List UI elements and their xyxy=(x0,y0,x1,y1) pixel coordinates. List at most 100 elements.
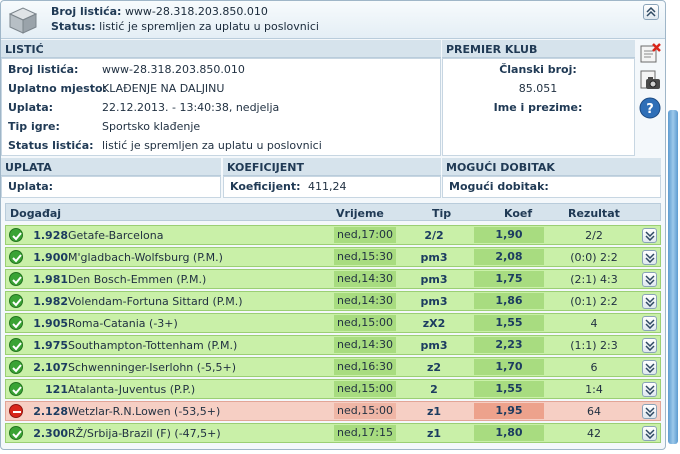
listic-title: LISTIĆ xyxy=(1,40,441,58)
event-result: (0:0) 2:2 xyxy=(570,251,618,264)
event-code: 2.300 xyxy=(33,427,68,440)
listic-label: Status listića: xyxy=(8,139,94,152)
event-time: ned,14:30 xyxy=(334,293,396,309)
dobitak-box: Mogući dobitak: xyxy=(442,176,661,198)
event-row[interactable]: 1.900 M'gladbach-Wolfsburg (P.M.) ned,15:3… xyxy=(5,247,661,267)
event-name: Volendam-Fortuna Sittard (P.M.) xyxy=(68,295,243,308)
header-ticket-value: www-28.318.203.850.010 xyxy=(124,5,268,18)
event-row[interactable]: 2.300 RŽ/Srbija-Brazil (F) (-47,5+) ned,17… xyxy=(5,423,661,443)
header-status-label: Status: xyxy=(51,20,96,33)
event-row[interactable]: 2.128 Wetzlar-R.N.Lowen (-53,5+) ned,15:00… xyxy=(5,401,661,421)
listic-label: Tip igre: xyxy=(8,120,60,133)
event-result: 6 xyxy=(590,361,598,374)
listic-value: KLAĐENJE NA DALJINU xyxy=(102,82,225,95)
event-row[interactable]: 1.905 Roma-Catania (-3+) ned,15:00 zX2 1,55 4 xyxy=(5,313,661,333)
event-name: Roma-Catania (-3+) xyxy=(68,317,178,330)
expand-row-button[interactable] xyxy=(642,360,657,375)
event-tip: pm3 xyxy=(420,273,448,286)
uplata-title: UPLATA xyxy=(1,158,221,176)
event-tip: 2 xyxy=(430,383,438,396)
won-status-icon xyxy=(9,316,23,330)
event-code: 2.107 xyxy=(33,361,68,374)
svg-text:?: ? xyxy=(646,102,654,117)
event-time: ned,17:15 xyxy=(334,425,396,441)
won-status-icon xyxy=(9,250,23,264)
listic-value: www-28.318.203.850.010 xyxy=(102,63,245,76)
delete-ticket-icon[interactable] xyxy=(639,43,661,65)
event-koef: 1,55 xyxy=(474,315,544,331)
event-row[interactable]: 1.981 Den Bosch-Emmen (P.M.) ned,14:30 pm3 1… xyxy=(5,269,661,289)
event-koef: 2,08 xyxy=(474,249,544,265)
event-name: M'gladbach-Wolfsburg (P.M.) xyxy=(68,251,223,264)
header-ticket-line: Broj listića: www-28.318.203.850.010 xyxy=(51,5,268,18)
event-row[interactable]: 1.975 Southampton-Tottenham (P.M.) ned,14:… xyxy=(5,335,661,355)
won-status-icon xyxy=(9,338,23,352)
double-chevron-down-icon xyxy=(645,253,655,263)
event-koef: 1,86 xyxy=(474,293,544,309)
won-status-icon xyxy=(9,360,23,374)
expand-row-button[interactable] xyxy=(642,228,657,243)
event-tip: z1 xyxy=(426,405,442,418)
ticket-header: Broj listića: www-28.318.203.850.010 Sta… xyxy=(1,1,665,39)
dobitak-label: Mogući dobitak: xyxy=(449,180,549,193)
listic-label: Uplatno mjesto: xyxy=(8,82,107,95)
listic-value: 22.12.2013. - 13:40:38, nedjelja xyxy=(102,101,280,114)
col-tip: Tip xyxy=(432,207,452,220)
camera-icon[interactable] xyxy=(639,69,661,91)
event-result: 4 xyxy=(590,317,598,330)
koeficijent-value: 411,24 xyxy=(308,180,347,193)
event-row[interactable]: 1.982 Volendam-Fortuna Sittard (P.M.) ned,… xyxy=(5,291,661,311)
event-koef: 1,70 xyxy=(474,359,544,375)
double-chevron-down-icon xyxy=(645,341,655,351)
event-time: ned,14:30 xyxy=(334,271,396,287)
expand-row-button[interactable] xyxy=(642,250,657,265)
expand-row-button[interactable] xyxy=(642,294,657,309)
won-status-icon xyxy=(9,426,23,440)
expand-row-button[interactable] xyxy=(642,316,657,331)
event-result: (0:1) 2:2 xyxy=(570,295,618,308)
won-status-icon xyxy=(9,382,23,396)
event-name: Getafe-Barcelona xyxy=(68,229,164,242)
expand-row-button[interactable] xyxy=(642,382,657,397)
event-code: 1.981 xyxy=(33,273,68,286)
collapse-button[interactable] xyxy=(643,4,659,20)
listic-value: Sportsko klađenje xyxy=(102,120,201,133)
expand-row-button[interactable] xyxy=(642,404,657,419)
event-row[interactable]: 121 Atalanta-Juventus (P.P.) ned,15:00 2 1,5… xyxy=(5,379,661,399)
double-chevron-down-icon xyxy=(645,275,655,285)
listic-label: Broj listića: xyxy=(8,63,79,76)
event-koef: 2,23 xyxy=(474,337,544,353)
header-status-line: Status: listić je spremljen za uplatu u … xyxy=(51,20,319,33)
expand-row-button[interactable] xyxy=(642,272,657,287)
event-name: RŽ/Srbija-Brazil (F) (-47,5+) xyxy=(68,427,221,440)
event-time: ned,15:00 xyxy=(334,403,396,419)
uplata-label: Uplata: xyxy=(8,180,54,193)
event-code: 2.128 xyxy=(33,405,68,418)
dobitak-title: MOGUĆI DOBITAK xyxy=(442,158,661,176)
koeficijent-title: KOEFICIJENT xyxy=(223,158,441,176)
event-row[interactable]: 2.107 Schwenninger-Iserlohn (-5,5+) ned,16… xyxy=(5,357,661,377)
listic-box: Broj listića: www-28.318.203.850.010 Upl… xyxy=(1,58,441,156)
listic-label: Uplata: xyxy=(8,101,54,114)
help-icon[interactable]: ? xyxy=(639,97,661,119)
event-name: Atalanta-Juventus (P.P.) xyxy=(68,383,196,396)
expand-row-button[interactable] xyxy=(642,338,657,353)
event-code: 1.905 xyxy=(33,317,68,330)
col-result: Rezultat xyxy=(568,207,620,220)
event-code: 1.928 xyxy=(33,229,68,242)
event-code: 1.975 xyxy=(33,339,68,352)
won-status-icon xyxy=(9,228,23,242)
event-row[interactable]: 1.928 Getafe-Barcelona ned,17:00 2/2 1,90 2/2 xyxy=(5,225,661,245)
header-ticket-label: Broj listića: xyxy=(51,5,122,18)
event-time: ned,15:00 xyxy=(334,381,396,397)
event-koef: 1,90 xyxy=(474,227,544,243)
double-chevron-down-icon xyxy=(645,385,655,395)
event-result: 2/2 xyxy=(585,229,603,242)
event-time: ned,17:00 xyxy=(334,227,396,243)
vertical-scrollbar[interactable] xyxy=(668,100,678,454)
col-koef: Koef xyxy=(504,207,533,220)
scrollbar-thumb[interactable] xyxy=(668,110,678,444)
event-koef: 1,75 xyxy=(474,271,544,287)
expand-row-button[interactable] xyxy=(642,426,657,441)
event-time: ned,15:00 xyxy=(334,315,396,331)
